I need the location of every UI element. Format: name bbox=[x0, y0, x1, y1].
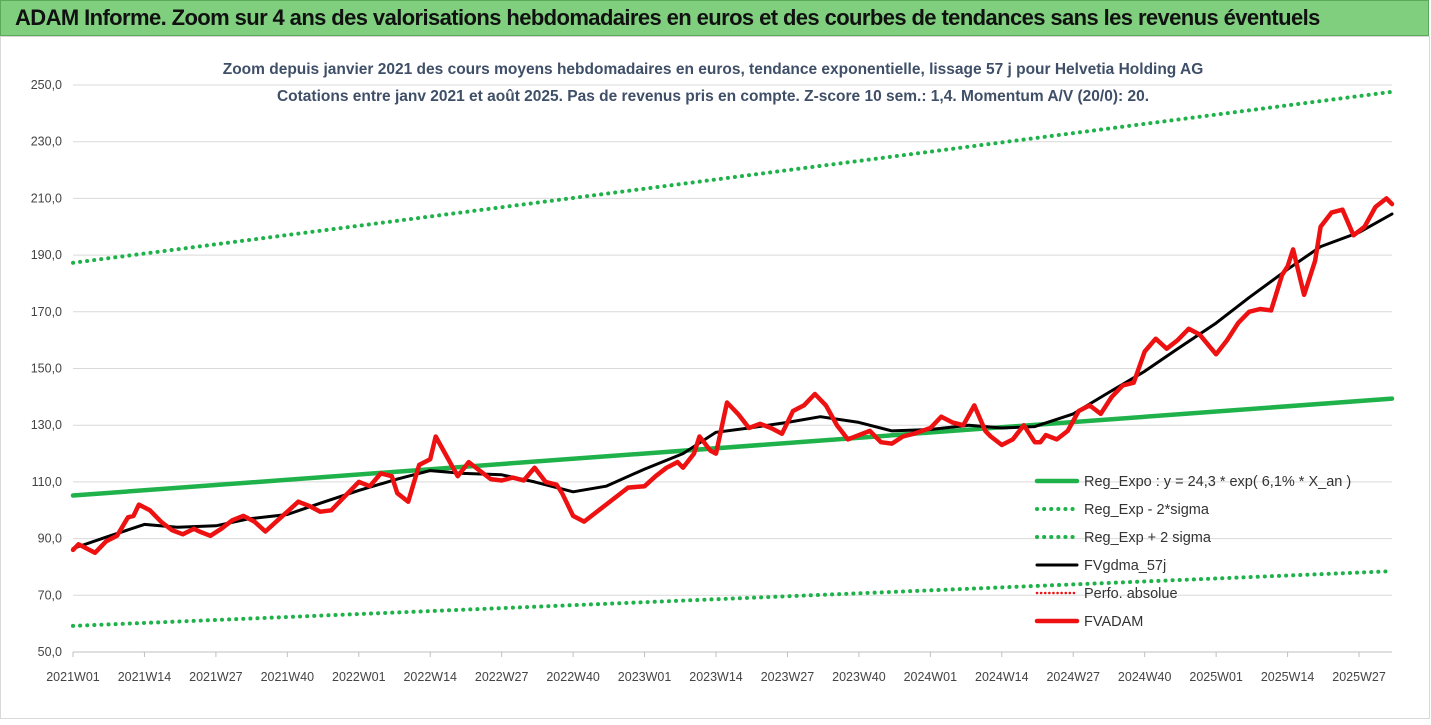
legend-label: Perfo. absolue bbox=[1084, 586, 1178, 602]
legend-label: Reg_Exp + 2 sigma bbox=[1084, 530, 1212, 546]
y-tick-label: 250,0 bbox=[31, 78, 62, 92]
x-tick-label: 2024W14 bbox=[975, 670, 1029, 684]
y-axis-tick-labels: 50,0 70,0 90,0 110,0 130,0 150,0 170,0 190,0 210… bbox=[31, 78, 62, 659]
y-tick-label: 50,0 bbox=[38, 645, 62, 659]
series-line-5 bbox=[70, 196, 1395, 556]
x-tick-label: 2021W01 bbox=[46, 670, 100, 684]
x-tick-label: 2021W40 bbox=[261, 670, 315, 684]
y-tick-label: 150,0 bbox=[31, 362, 62, 376]
series-line-3 bbox=[71, 212, 1394, 550]
x-tick-label: 2022W40 bbox=[546, 670, 600, 684]
legend-label: FVgdma_57j bbox=[1084, 558, 1166, 574]
y-tick-label: 170,0 bbox=[31, 305, 62, 319]
chart-frame bbox=[0, 36, 1430, 719]
y-tick-label: 130,0 bbox=[31, 418, 62, 432]
series-line-1 bbox=[71, 569, 1394, 628]
y-tick-label: 190,0 bbox=[31, 248, 62, 262]
chart-title: Zoom depuis janvier 2021 des cours moyen… bbox=[223, 61, 1204, 78]
x-axis-tick-labels: 2021W01 2021W14 2021W27 2021W40 2022W01 2022W… bbox=[46, 652, 1386, 684]
series-line-0 bbox=[70, 396, 1395, 498]
y-tick-label: 70,0 bbox=[38, 588, 62, 602]
series-lines bbox=[70, 89, 1395, 628]
x-tick-label: 2023W40 bbox=[832, 670, 886, 684]
x-tick-label: 2023W27 bbox=[761, 670, 815, 684]
y-tick-label: 230,0 bbox=[31, 135, 62, 149]
series-line-2 bbox=[71, 89, 1394, 265]
x-tick-label: 2024W27 bbox=[1046, 670, 1100, 684]
x-tick-label: 2021W14 bbox=[118, 670, 172, 684]
x-tick-label: 2023W01 bbox=[618, 670, 672, 684]
x-tick-label: 2022W14 bbox=[403, 670, 457, 684]
x-tick-label: 2025W01 bbox=[1189, 670, 1243, 684]
x-tick-label: 2023W14 bbox=[689, 670, 743, 684]
x-tick-label: 2024W40 bbox=[1118, 670, 1172, 684]
x-tick-label: 2025W14 bbox=[1261, 670, 1315, 684]
chart: Zoom depuis janvier 2021 des cours moyen… bbox=[0, 36, 1430, 719]
x-tick-label: 2025W27 bbox=[1332, 670, 1386, 684]
y-tick-label: 110,0 bbox=[32, 475, 62, 489]
chart-subtitle: Cotations entre janv 2021 et août 2025. … bbox=[277, 88, 1149, 105]
gridlines bbox=[73, 84, 1392, 653]
y-tick-label: 90,0 bbox=[38, 532, 62, 546]
legend-label: Reg_Exp - 2*sigma bbox=[1084, 502, 1210, 518]
y-tick-label: 210,0 bbox=[31, 191, 62, 205]
x-tick-label: 2022W27 bbox=[475, 670, 529, 684]
x-tick-label: 2022W01 bbox=[332, 670, 386, 684]
legend: Reg_Expo : y = 24,3 * exp( 6,1% * X_an )… bbox=[1034, 474, 1351, 630]
banner-title: ADAM Informe. Zoom sur 4 ans des valoris… bbox=[15, 5, 1320, 30]
legend-label: FVADAM bbox=[1084, 614, 1143, 630]
x-tick-label: 2024W01 bbox=[904, 670, 958, 684]
chart-container: Zoom depuis janvier 2021 des cours moyen… bbox=[0, 36, 1431, 720]
report-banner: ADAM Informe. Zoom sur 4 ans des valoris… bbox=[0, 0, 1429, 36]
legend-label: Reg_Expo : y = 24,3 * exp( 6,1% * X_an ) bbox=[1084, 474, 1351, 490]
x-tick-label: 2021W27 bbox=[189, 670, 243, 684]
